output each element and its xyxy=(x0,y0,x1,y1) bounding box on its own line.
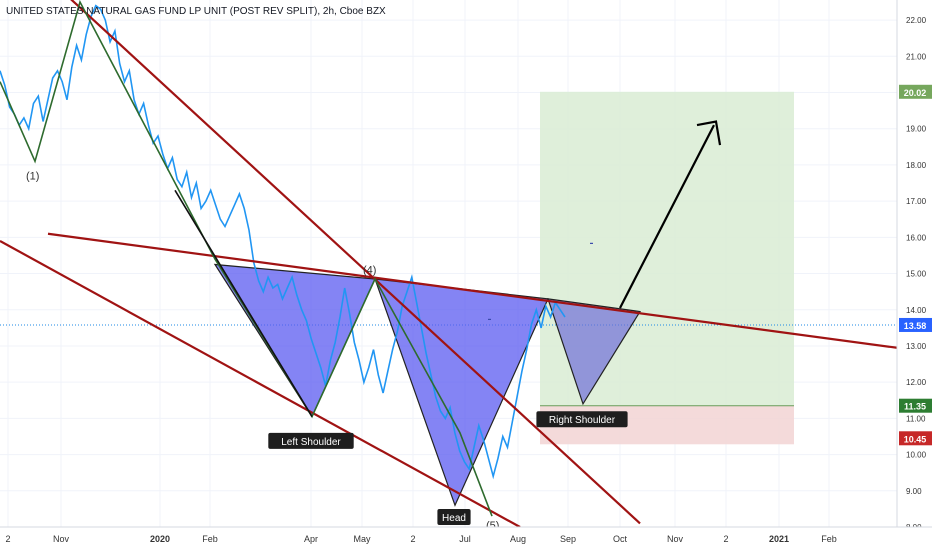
x-tick-label: Feb xyxy=(202,534,218,544)
x-tick-label: Nov xyxy=(667,534,684,544)
label-head-bg xyxy=(437,508,471,525)
price-tag-entry-bg xyxy=(899,398,932,413)
x-tick-label: Sep xyxy=(560,534,576,544)
y-tick-label: 22.00 xyxy=(906,16,927,25)
y-tick-label: 10.00 xyxy=(906,451,927,460)
label-left-shoulder-text: Left Shoulder xyxy=(281,437,341,448)
x-tick-label: 2 xyxy=(410,534,415,544)
x-tick-label: 2021 xyxy=(769,534,789,544)
y-tick-label: 9.00 xyxy=(906,487,922,496)
x-tick-label: May xyxy=(353,534,371,544)
y-tick-label: 14.00 xyxy=(906,306,927,315)
x-tick-label: Oct xyxy=(613,534,628,544)
x-axis-bg xyxy=(0,527,932,550)
x-tick-label: Feb xyxy=(821,534,837,544)
label-right-shoulder: Right Shoulder xyxy=(536,411,628,428)
y-tick-label: 19.00 xyxy=(906,125,927,134)
price-tag-target-text: 20.02 xyxy=(904,88,927,98)
neckline xyxy=(47,232,898,349)
price-tag-current-bg xyxy=(899,317,932,332)
price-tag-stop-text: 10.45 xyxy=(904,434,927,444)
price-tag-stop: 10.45 xyxy=(899,431,932,446)
y-tick-label: 21.00 xyxy=(906,52,927,61)
y-tick-label: 16.00 xyxy=(906,233,927,242)
upper-channel-line xyxy=(70,0,641,525)
label-right-shoulder-bg xyxy=(536,411,628,428)
x-tick-label: Nov xyxy=(53,534,70,544)
pattern-shapes xyxy=(213,263,641,507)
price-tag-target: 20.02 xyxy=(899,84,932,99)
x-axis: 2 Nov 2020 Feb Apr May 2 Jul Aug Sep Oct Nov 2 2021 Fe… xyxy=(0,526,932,550)
wave-lines xyxy=(0,0,493,517)
x-tick-label: Apr xyxy=(304,534,318,544)
price-tag-current: 13.58 xyxy=(899,317,932,332)
x-tick-label: Jul xyxy=(459,534,471,544)
marker-target xyxy=(590,242,593,244)
lower-channel-line xyxy=(0,240,521,528)
x-tick-label: 2020 xyxy=(150,534,170,544)
label-left-shoulder: Left Shoulder xyxy=(268,432,354,449)
marker-current xyxy=(488,318,491,321)
label-left-shoulder-bg xyxy=(268,432,354,449)
y-tick-label: 12.00 xyxy=(906,378,927,387)
wave-label-1: (1) xyxy=(26,170,39,182)
channel-lines xyxy=(0,0,898,528)
x-tick-label: 2 xyxy=(5,534,10,544)
y-tick-label: 11.00 xyxy=(906,414,926,423)
forecast-arrow-head xyxy=(696,120,722,146)
wave-connector xyxy=(174,189,313,417)
wave-label-4: (4) xyxy=(363,265,376,277)
forecast-arrow-shaft xyxy=(619,124,715,309)
label-right-shoulder-text: Right Shoulder xyxy=(549,415,616,426)
x-tick-label: Aug xyxy=(510,534,526,544)
price-tag-current-text: 13.58 xyxy=(904,321,927,331)
price-tag-stop-bg xyxy=(899,431,932,446)
label-head: Head xyxy=(437,508,471,525)
y-tick-label: 15.00 xyxy=(906,270,927,279)
chart-title: UNITED STATES NATURAL GAS FUND LP UNIT (… xyxy=(6,6,386,17)
right-shoulder-shape xyxy=(547,298,641,406)
y-tick-label: 18.00 xyxy=(906,161,927,170)
x-tick-label: 2 xyxy=(723,534,728,544)
y-axis: 8.009.0010.0011.0012.0013.0014.0015.0016… xyxy=(896,0,932,550)
y-tick-label: 17.00 xyxy=(906,197,927,206)
price-tag-entry-text: 11.35 xyxy=(904,402,926,412)
price-tag-target-bg xyxy=(899,84,932,99)
price-tag-entry: 11.35 xyxy=(899,398,932,413)
y-tick-label: 13.00 xyxy=(906,342,927,351)
label-head-text: Head xyxy=(442,513,466,524)
